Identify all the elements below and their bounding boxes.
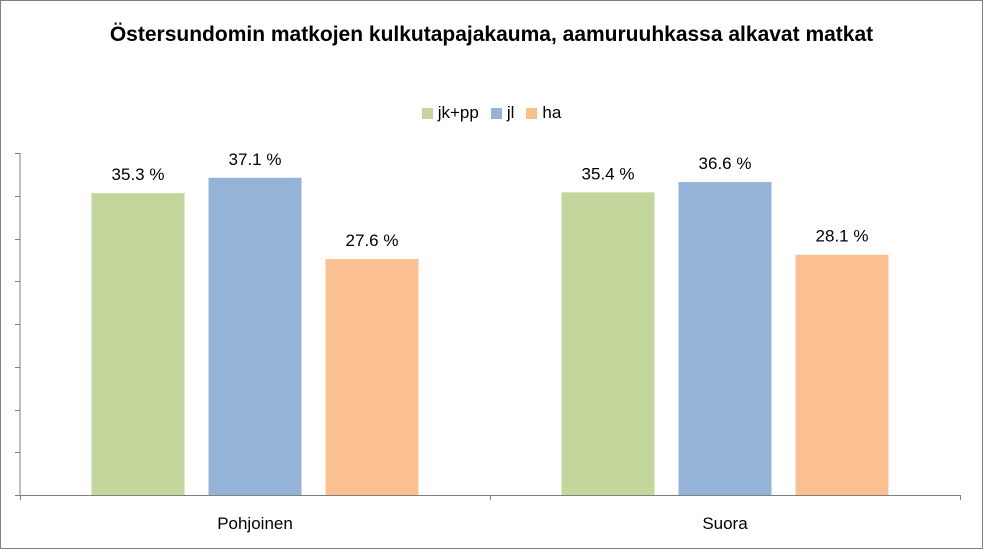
bar-jl-pohjoinen bbox=[208, 177, 302, 496]
chart-title: Östersundomin matkojen kulkutapajakauma,… bbox=[109, 23, 874, 46]
bar-jk+pp-suora bbox=[561, 192, 655, 495]
bar-jk+pp-pohjoinen bbox=[91, 193, 185, 495]
legend-swatch bbox=[526, 107, 538, 119]
bar-ha-pohjoinen bbox=[325, 259, 419, 495]
legend-item-ha: ha bbox=[526, 103, 561, 123]
data-label: 35.4 % bbox=[582, 164, 635, 183]
legend-label: jl bbox=[506, 103, 515, 122]
legend-swatch bbox=[421, 107, 433, 119]
bar-jl-suora bbox=[678, 182, 772, 495]
data-label: 35.3 % bbox=[112, 165, 165, 184]
data-label: 27.6 % bbox=[346, 231, 399, 250]
chart-legend: jk+pp jl ha bbox=[0, 101, 983, 125]
x-tick-label: Pohjoinen bbox=[217, 514, 293, 533]
bar-ha-suora bbox=[795, 254, 889, 495]
data-label: 28.1 % bbox=[816, 227, 869, 246]
x-tick-label: Suora bbox=[702, 514, 748, 533]
data-label: 36.6 % bbox=[699, 154, 752, 173]
legend-label: jk+pp bbox=[437, 103, 479, 122]
legend-item-jk+pp: jk+pp bbox=[421, 103, 479, 123]
legend-label: ha bbox=[542, 103, 562, 122]
legend-swatch bbox=[490, 107, 502, 119]
data-label: 37.1 % bbox=[229, 150, 282, 169]
legend-item-jl: jl bbox=[490, 103, 515, 123]
